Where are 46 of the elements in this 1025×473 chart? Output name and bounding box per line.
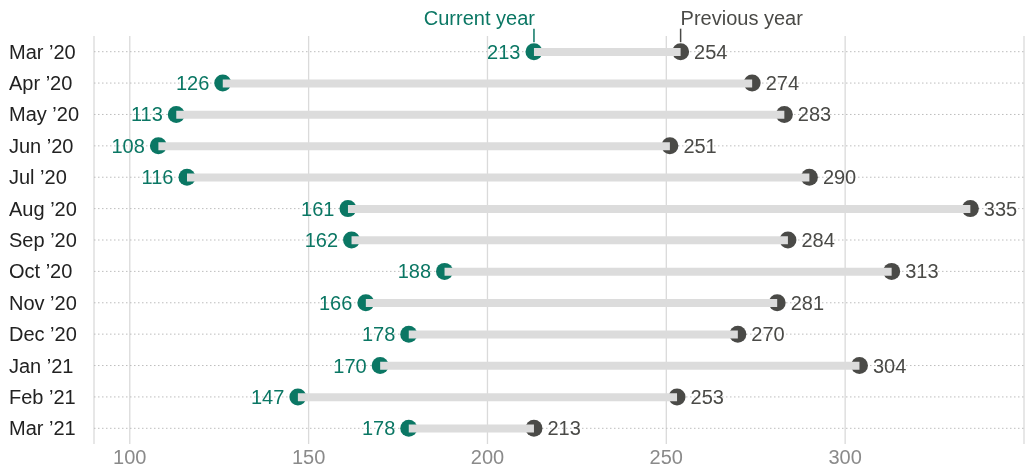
data-label: 304	[872, 354, 907, 377]
data-label: 251	[683, 134, 717, 157]
data-label: 170	[333, 354, 367, 377]
y-tick-label: Feb ’21	[9, 385, 76, 408]
y-tick-label: Apr ’20	[9, 72, 73, 95]
y-tick-label: Nov ’20	[9, 291, 77, 314]
x-tick-label: 100	[113, 446, 147, 469]
data-label: 313	[905, 260, 939, 283]
y-tick-label: May ’20	[9, 103, 80, 126]
x-tick-label: 200	[470, 446, 505, 469]
y-tick-label: Mar ’21	[9, 417, 76, 440]
x-tick-label: 250	[649, 446, 683, 469]
y-tick-label: Jan ’21	[9, 354, 74, 377]
y-tick-label: Dec ’20	[9, 323, 77, 346]
series-label: Current year	[423, 6, 536, 29]
data-label: 166	[318, 291, 353, 314]
data-label: 126	[175, 72, 210, 95]
y-tick-label: Sep ’20	[9, 229, 77, 251]
data-label: 108	[111, 134, 145, 157]
data-label: 116	[141, 166, 174, 189]
data-label: 162	[304, 229, 339, 251]
series-label: Previous year	[680, 6, 804, 29]
data-label: 290	[822, 166, 857, 189]
data-label: 284	[801, 229, 835, 251]
data-label: 147	[251, 385, 285, 408]
data-label: 213	[547, 417, 581, 440]
data-label: 335	[983, 197, 1018, 220]
data-label: 281	[790, 291, 825, 314]
data-label: 254	[694, 40, 728, 63]
x-tick-label: 150	[291, 446, 326, 469]
data-label: 213	[487, 40, 521, 63]
y-tick-label: Aug ’20	[9, 197, 77, 220]
y-tick-label: Mar ’20	[9, 40, 76, 63]
data-label: 253	[690, 385, 724, 408]
y-tick-label: Jul ’20	[9, 166, 67, 189]
data-label: 283	[797, 103, 832, 126]
x-tick-label: 300	[828, 446, 862, 469]
data-label: 274	[765, 72, 800, 95]
data-label: 113	[130, 103, 163, 126]
data-label: 161	[301, 197, 335, 220]
data-label: 188	[397, 260, 432, 283]
y-tick-label: Jun ’20	[9, 134, 74, 157]
data-label: 178	[361, 417, 396, 440]
data-label: 178	[361, 323, 396, 346]
y-tick-label: Oct ’20	[9, 260, 73, 283]
data-label: 270	[751, 323, 785, 346]
